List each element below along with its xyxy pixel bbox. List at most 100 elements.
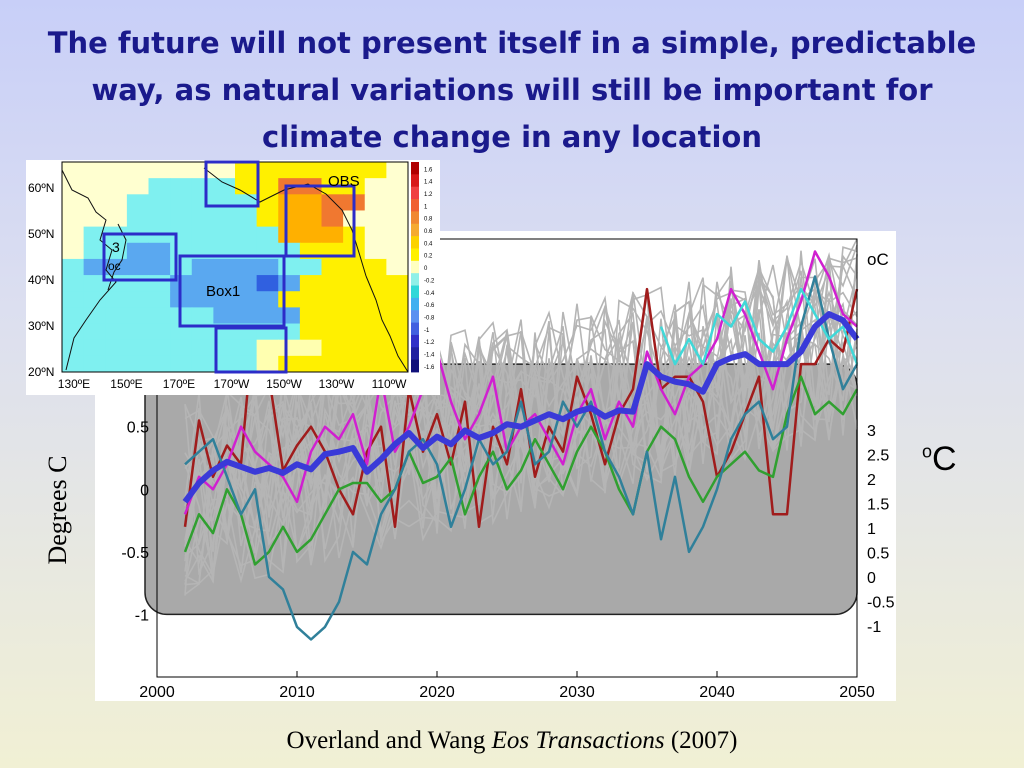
map-cell — [299, 258, 322, 276]
unit-letter: C — [932, 440, 957, 478]
map-cell — [148, 339, 171, 357]
map-cell — [213, 291, 236, 308]
map-cell — [148, 275, 171, 292]
map-cell — [386, 323, 409, 341]
colorbar-tick-label: 1.2 — [424, 192, 433, 198]
colorbar-tick-label: 1.4 — [424, 180, 433, 186]
colorbar-swatch — [411, 334, 419, 348]
map-cell — [386, 355, 409, 373]
map-cell — [105, 291, 128, 308]
box3-label: 3 — [112, 239, 120, 255]
map-cell — [278, 275, 301, 292]
map-cell — [83, 178, 106, 195]
map-cell — [256, 291, 279, 308]
citation: Overland and Wang Eos Transactions (2007… — [0, 727, 1024, 755]
map-cell — [364, 178, 387, 195]
map-cell — [299, 291, 322, 308]
map-cell — [191, 210, 214, 228]
longitude-label: 150ºE — [110, 377, 142, 391]
colorbar-swatch — [411, 297, 419, 311]
map-cell — [62, 339, 85, 357]
citation-year: (2007) — [664, 727, 738, 754]
map-cell — [299, 323, 322, 341]
map-cell — [83, 291, 106, 308]
y-tick-label-left: 0.5 — [127, 420, 149, 437]
colorbar-tick-label: 1 — [424, 204, 428, 210]
map-cell — [105, 178, 128, 195]
map-cell — [83, 323, 106, 341]
map-cell — [386, 339, 409, 357]
colorbar-tick-label: -0.6 — [424, 303, 435, 309]
map-cell — [343, 162, 366, 179]
y-tick-label-right: 1 — [867, 521, 876, 538]
ensemble-member-line — [184, 272, 858, 585]
y-tick-label-right: 0.5 — [867, 546, 889, 563]
map-cell — [170, 339, 193, 357]
map-cell — [235, 307, 258, 325]
map-cell — [213, 210, 236, 228]
map-cell — [105, 258, 128, 276]
map-cell — [256, 178, 279, 195]
map-cell — [83, 355, 106, 373]
map-cell — [235, 178, 258, 195]
map-cell — [83, 162, 106, 179]
map-cell — [235, 226, 258, 244]
series-line — [183, 375, 859, 566]
map-cell — [299, 339, 322, 357]
map-cell — [364, 194, 387, 211]
map-cell — [191, 355, 214, 373]
map-cell — [321, 162, 344, 179]
ensemble-member-line — [184, 297, 858, 559]
map-cell — [62, 355, 85, 373]
colorbar-swatch — [411, 359, 419, 373]
y-tick-label-left: -0.5 — [121, 545, 149, 562]
y-tick-label-left: 0 — [140, 482, 149, 499]
americas-coastline — [365, 275, 409, 373]
map-cell — [148, 242, 171, 260]
map-cell — [62, 275, 85, 292]
colorbar-tick-label: 0.4 — [424, 241, 433, 247]
colorbar-swatch — [411, 310, 419, 323]
map-cell — [364, 242, 387, 260]
map-cell — [126, 275, 149, 292]
map-cell — [213, 275, 236, 292]
map-cell — [191, 339, 214, 357]
map-cell — [343, 339, 366, 357]
box3-extra-label: oc — [108, 259, 121, 273]
right-unit-label: oC — [922, 440, 957, 479]
latitude-label: 50ºN — [28, 227, 54, 241]
map-cell — [191, 307, 214, 325]
ensemble-member-line — [184, 267, 858, 576]
map-cell — [126, 242, 149, 260]
map-cell — [148, 178, 171, 195]
map-cell — [126, 291, 149, 308]
map-cell — [148, 291, 171, 308]
map-cell — [278, 226, 301, 244]
map-cell — [364, 323, 387, 341]
map-cell — [213, 162, 236, 179]
map-cell — [126, 323, 149, 341]
map-cell — [386, 162, 409, 179]
x-tick-label: 2050 — [839, 684, 875, 701]
map-cell — [105, 339, 128, 357]
map-cell — [126, 355, 149, 373]
map-cell — [191, 291, 214, 308]
map-cell — [105, 194, 128, 211]
y-tick-label-right: 0 — [867, 570, 876, 587]
citation-authors: Overland and Wang — [286, 727, 492, 754]
colorbar-tick-label: 0.2 — [424, 254, 433, 260]
colorbar-swatch — [411, 273, 419, 286]
colorbar-tick-label: -0.4 — [424, 291, 435, 297]
map-cell — [213, 355, 236, 373]
colorbar-swatch — [411, 186, 419, 200]
map-cell — [364, 162, 387, 179]
box-1 — [178, 254, 286, 328]
map-cell — [278, 258, 301, 276]
box1-label: Box1 — [206, 283, 240, 300]
map-cell — [299, 275, 322, 292]
map-cell — [105, 307, 128, 325]
map-cell — [148, 162, 171, 179]
map-cell — [191, 258, 214, 276]
map-cell — [191, 194, 214, 211]
y-tick-label-right: 3 — [867, 423, 876, 440]
